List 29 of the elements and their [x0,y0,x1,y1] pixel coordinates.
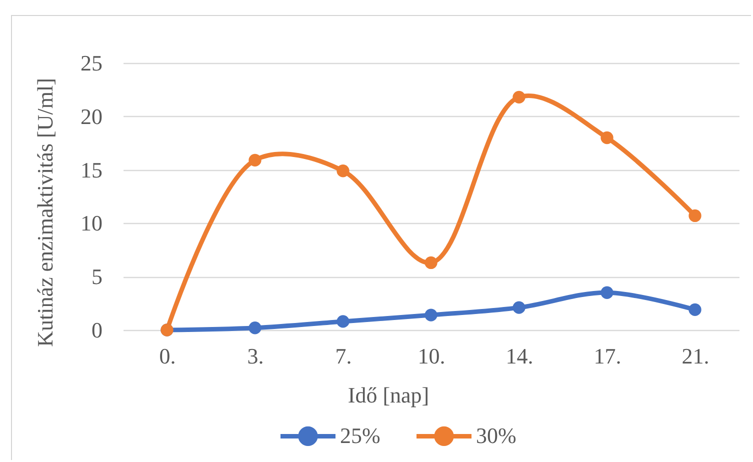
x-tick-label: 10. [418,344,446,368]
point [600,131,614,144]
legend-label: 30% [476,423,516,448]
x-tick-label: 0. [159,344,176,368]
point [336,164,350,178]
point [688,209,702,222]
x-tick-label: 14. [506,344,534,368]
point [248,322,262,334]
point [688,303,702,316]
y-tick-label: 20 [80,104,102,129]
point [336,315,350,328]
x-tick-label: 17. [594,344,622,368]
x-axis-title: Idő [nap] [348,382,430,408]
point [248,154,262,166]
x-tick-label: 7. [335,344,352,368]
x-tick-label: 21. [682,344,710,368]
y-tick-label: 5 [92,264,102,290]
point [512,301,526,314]
y-tick-label: 0 [92,318,102,342]
x-tick-label: 3. [247,344,264,368]
legend-label: 25% [340,423,380,448]
point [512,90,526,104]
point [600,286,614,299]
point [424,256,438,270]
y-tick-label: 10 [80,210,102,236]
y-axis-title: Kutináz enzimaktivitás [U/ml] [32,78,58,347]
point [424,308,438,322]
y-tick-label: 25 [80,50,102,76]
y-tick-label: 15 [80,157,102,182]
